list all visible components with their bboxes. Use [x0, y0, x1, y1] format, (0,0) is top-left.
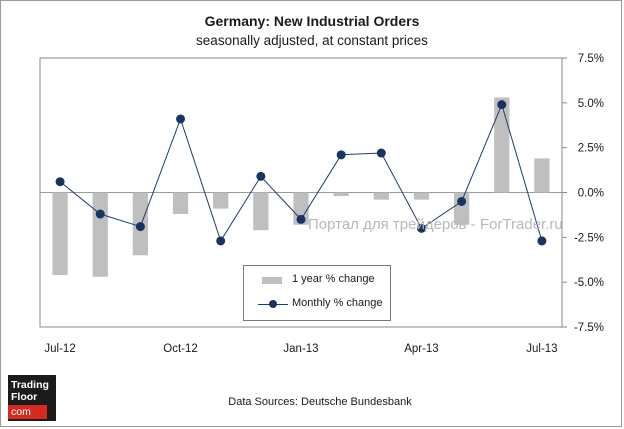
monthly-change-point	[176, 114, 186, 124]
legend-label: 1 year % change	[292, 273, 375, 285]
monthly-change-point	[457, 196, 467, 206]
bar-1yr-change	[494, 97, 510, 193]
monthly-change-point	[55, 177, 65, 187]
monthly-change-point	[256, 171, 266, 181]
monthly-change-point	[95, 209, 105, 219]
monthly-change-point	[537, 236, 547, 246]
y-tick-label: -5.0%	[574, 277, 604, 289]
watermark-text: Портал для трейдеров - ForTrader.ru	[308, 216, 563, 233]
bar-1yr-change	[333, 192, 349, 197]
x-tick-label: Jan-13	[283, 343, 318, 355]
y-tick-label: -7.5%	[574, 322, 604, 334]
monthly-change-point	[135, 222, 145, 232]
x-tick-label: Jul-13	[526, 343, 557, 355]
monthly-change-point	[376, 148, 386, 158]
bar-1yr-change	[213, 192, 229, 209]
data-source-note: Data Sources: Deutsche Bundesbank	[228, 396, 412, 408]
logo-line-3: com	[8, 405, 47, 419]
logo-line-2: Floor	[11, 391, 38, 403]
bar-1yr-change	[534, 158, 550, 193]
bar-1yr-change	[172, 192, 189, 215]
legend-label: Monthly % change	[292, 297, 383, 309]
monthly-change-point	[216, 236, 226, 246]
chart-legend: 1 year % change Monthly % change	[243, 265, 391, 321]
bar-1yr-change	[253, 192, 269, 231]
bar-1yr-change	[293, 192, 309, 225]
legend-marker-swatch	[269, 300, 277, 308]
x-tick-label: Jul-12	[44, 343, 75, 355]
tradingfloor-logo: Trading Floor com	[8, 375, 56, 421]
x-tick-label: Apr-13	[404, 343, 439, 355]
monthly-change-point	[336, 150, 346, 160]
chart-subtitle: seasonally adjusted, at constant prices	[196, 33, 428, 48]
monthly-change-point	[296, 214, 306, 224]
bar-1yr-change	[92, 192, 108, 277]
monthly-change-point	[416, 223, 426, 233]
bar-1yr-change	[413, 192, 430, 200]
bar-1yr-change	[52, 192, 68, 275]
x-tick-label: Oct-12	[163, 343, 198, 355]
y-tick-label: 0.0%	[578, 188, 604, 200]
y-tick-label: -2.5%	[574, 232, 604, 244]
chart-title: Germany: New Industrial Orders	[204, 13, 420, 29]
y-tick-label: 7.5%	[578, 53, 604, 65]
logo-line-1: Trading	[11, 379, 49, 391]
monthly-change-point	[497, 100, 507, 110]
legend-bar-swatch	[262, 277, 282, 284]
bar-1yr-change	[373, 192, 389, 200]
y-tick-label: 2.5%	[578, 143, 604, 155]
y-tick-label: 5.0%	[578, 98, 604, 110]
